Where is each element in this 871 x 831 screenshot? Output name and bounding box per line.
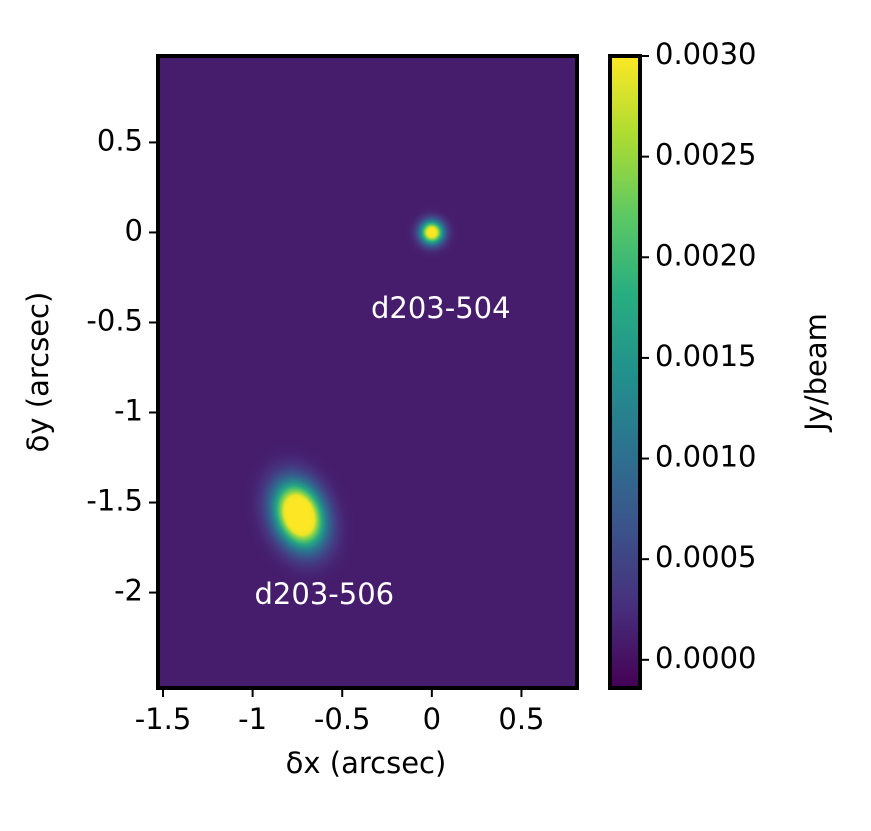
source — [395, 196, 468, 269]
x-tick-label: 0.5 — [498, 702, 544, 736]
x-tick-label: 0 — [423, 702, 441, 736]
colorbar-tick-label: 0.0000 — [655, 641, 756, 675]
x-tick-label: -1 — [238, 702, 267, 736]
background — [158, 56, 577, 688]
y-tick-label: 0.5 — [97, 123, 143, 157]
colorbar — [608, 54, 642, 690]
annotation: d203-504 — [371, 291, 511, 325]
y-tick-label: -2 — [114, 574, 143, 608]
colorbar-label: Jy/beam — [799, 313, 833, 433]
x-tick-label: -1.5 — [135, 702, 192, 736]
source — [223, 417, 375, 614]
colorbar-tick-label: 0.0005 — [655, 540, 756, 574]
colorbar-tick-label: 0.0030 — [655, 37, 756, 71]
plot-frame — [156, 54, 579, 690]
image-area — [158, 56, 577, 688]
y-axis-label: δy (arcsec) — [21, 292, 55, 453]
colorbar-tick-label: 0.0015 — [655, 339, 756, 373]
y-tick-label: -0.5 — [86, 303, 143, 337]
x-axis-label: δx (arcsec) — [286, 746, 447, 780]
y-tick-label: -1.5 — [86, 484, 143, 518]
colorbar-tick-label: 0.0025 — [655, 138, 756, 172]
y-tick-label: -1 — [114, 394, 143, 428]
colorbar-tick-label: 0.0010 — [655, 440, 756, 474]
colorbar-tick-label: 0.0020 — [655, 238, 756, 272]
x-tick-label: -0.5 — [314, 702, 371, 736]
annotation: d203-506 — [255, 577, 395, 611]
y-tick-label: 0 — [125, 213, 143, 247]
